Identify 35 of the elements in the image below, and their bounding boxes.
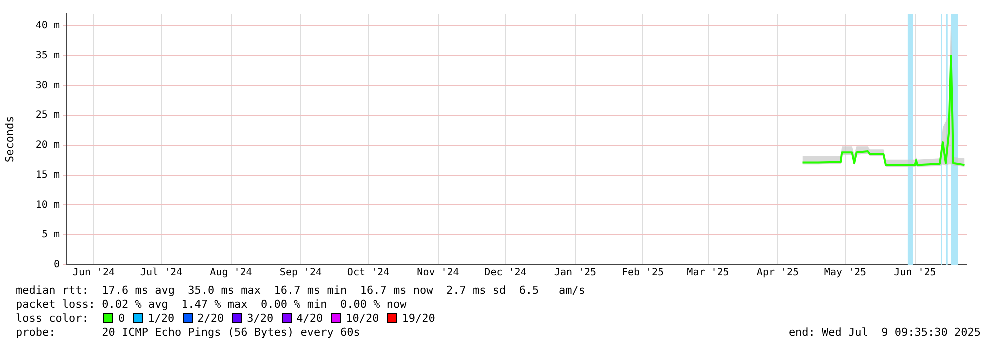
x-tick-label: Jun '24 [72,268,116,279]
text: probe: 20 ICMP Echo Pings (56 Bytes) every 60s [16,326,360,339]
legend-label: 10/20 [346,312,380,325]
legend-label: 1/20 [148,312,175,325]
y-tick-label: 10 m [36,200,60,211]
y-tick-label: 35 m [36,50,60,62]
x-tick-label: Jan '25 [554,268,597,279]
legend-title: loss color: [16,312,90,325]
legend-label: 4/20 [296,312,324,325]
x-tick-label: Dec '24 [484,268,527,279]
x-tick-label: Jul '24 [140,268,183,279]
text: median rtt: 17.6 ms avg 35.0 ms max 16.7 ms min 16.7 ms now 2.7 ms sd 6.5 am/s [16,284,586,297]
y-tick-label: 25 m [36,110,60,122]
x-tick-label: Oct '24 [347,268,390,279]
x-tick-label: Sep '24 [280,268,322,279]
legend-label: 2/20 [198,312,224,325]
legend-label: 19/20 [402,312,436,325]
x-tick-label: Nov '24 [417,268,460,279]
y-tick-label: 15 m [36,170,60,181]
y-tick-label: 40 m [36,20,60,32]
x-tick-label: Mar '25 [687,268,730,279]
y-tick-label: 30 m [36,80,60,92]
legend-label: 0 [118,312,126,325]
x-tick-label: Apr '25 [756,268,800,279]
text: end: Wed Jul 9 09:35:30 2025 [788,326,981,340]
y-tick-label: 5 m [42,230,60,241]
legend-label: 3/20 [247,312,274,325]
x-tick-label: Aug '24 [210,268,252,279]
x-tick-label: Jun '25 [894,268,936,279]
text: packet loss: 0.02 % avg 1.47 % max 0.00 % min 0.00 % now [16,298,407,311]
y-tick-label: 0 [54,260,60,271]
y-axis-title: Seconds [3,116,16,163]
y-tick-label: 20 m [36,140,60,152]
x-tick-label: May '25 [824,268,867,279]
x-tick-label: Feb '25 [622,268,664,279]
